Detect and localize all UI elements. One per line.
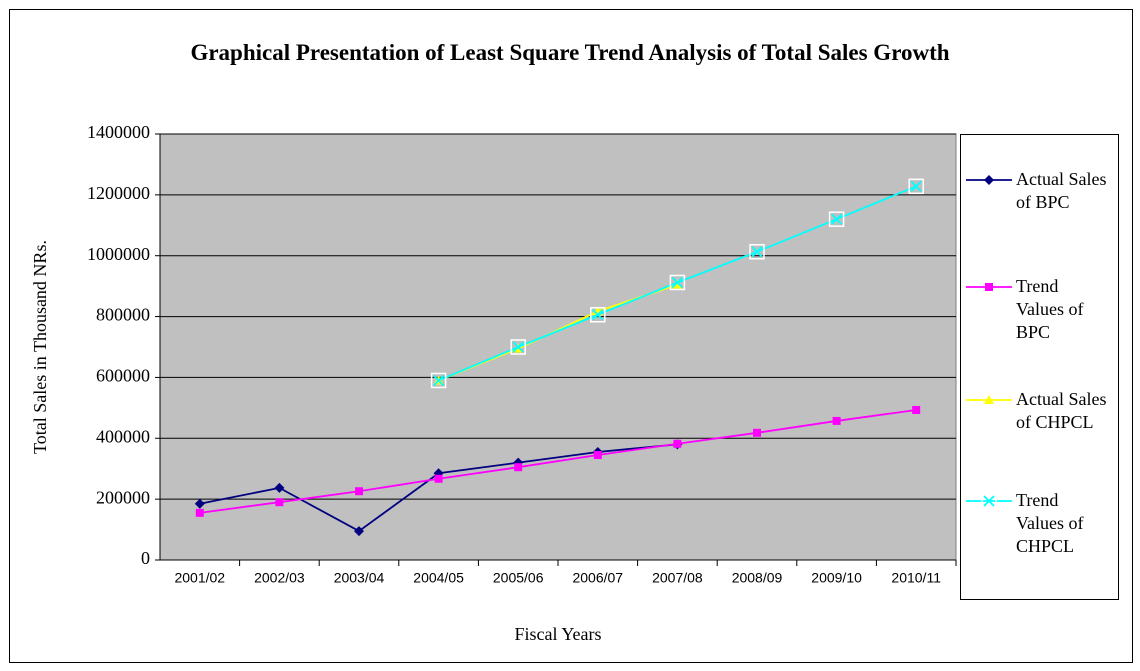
marker	[984, 175, 994, 185]
marker	[434, 474, 443, 483]
x-tick-label: 2006/07	[572, 570, 623, 586]
x-tick-label: 2002/03	[254, 570, 305, 586]
series-line	[199, 409, 917, 514]
marker	[673, 439, 682, 448]
marker	[985, 283, 993, 291]
y-tick-label: 1000000	[87, 244, 150, 264]
legend-label: Actual Sales of CHPCL	[1016, 389, 1107, 432]
marker	[510, 339, 526, 355]
x-tick-label: 2001/02	[174, 570, 225, 586]
legend-label: Trend Values of CHPCL	[1016, 490, 1084, 556]
y-axis-title: Total Sales in Thousand NRs.	[30, 240, 50, 454]
marker	[195, 508, 204, 517]
marker	[984, 395, 994, 404]
y-tick-label: 1200000	[87, 183, 150, 203]
marker	[593, 451, 602, 460]
y-tick-label: 400000	[96, 426, 150, 446]
x-tick-label: 2003/04	[334, 570, 385, 586]
x-tick-label: 2008/09	[732, 570, 783, 586]
legend-box	[960, 134, 1119, 600]
x-tick-label: 2005/06	[493, 570, 544, 586]
marker	[354, 526, 364, 537]
marker	[749, 244, 765, 260]
x-tick-label: 2009/10	[811, 570, 862, 586]
marker	[194, 498, 205, 509]
marker	[355, 487, 363, 496]
marker	[828, 211, 845, 227]
y-tick-label: 600000	[96, 366, 150, 386]
y-tick-label: 1400000	[87, 122, 150, 142]
x-tick-label: 2007/08	[652, 570, 703, 586]
plot-area	[159, 133, 957, 561]
x-axis-title: Fiscal Years	[514, 624, 601, 644]
marker	[274, 482, 285, 493]
x-tick-label: 2004/05	[413, 570, 464, 586]
marker	[669, 274, 686, 291]
marker	[672, 279, 683, 289]
y-tick-label: 0	[141, 548, 150, 568]
marker	[753, 428, 761, 437]
marker	[590, 306, 606, 323]
y-tick-label: 800000	[96, 305, 150, 325]
marker	[275, 498, 284, 507]
x-tick-label: 2010/11	[891, 570, 941, 586]
marker	[908, 178, 924, 195]
marker	[981, 493, 997, 509]
marker	[514, 463, 523, 472]
y-tick-label: 200000	[96, 487, 150, 507]
chart-title: Graphical Presentation of Least Square T…	[190, 40, 950, 65]
marker	[832, 416, 841, 425]
marker	[430, 372, 447, 389]
marker	[912, 405, 921, 414]
legend-label: Actual Sales of BPC	[1016, 169, 1107, 212]
legend-label: Trend Values of BPC	[1016, 276, 1084, 342]
